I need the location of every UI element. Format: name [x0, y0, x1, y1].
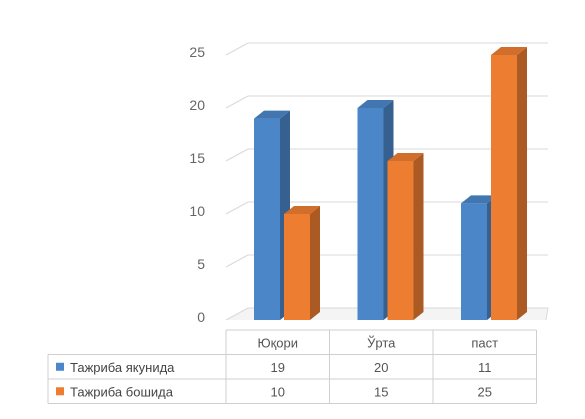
data-label: 11 [478, 360, 492, 375]
bar [387, 153, 424, 320]
y-tick-label: 25 [189, 44, 205, 60]
bar-top [461, 195, 497, 204]
bar-front [357, 108, 384, 320]
bar-front [254, 118, 280, 320]
y-tick-label: 10 [189, 203, 205, 219]
category-label: Юқори [257, 335, 298, 350]
bar-top [357, 100, 394, 108]
gridline-slant [225, 201, 249, 215]
legend-entry: Тажриба якунида [70, 360, 175, 375]
bars [254, 47, 527, 320]
gridline-slant [225, 148, 249, 162]
y-axis-ticks: 0 5 10 15 20 25 [189, 44, 205, 325]
data-label: 15 [374, 384, 388, 399]
data-label: 19 [271, 360, 285, 375]
gridline-slant [225, 42, 249, 56]
gridline-slant [225, 254, 249, 268]
legend-swatch [56, 362, 64, 371]
bar-front [461, 203, 487, 320]
gridline-slant [225, 95, 249, 109]
bar-front [284, 214, 310, 320]
bar-top [254, 110, 290, 119]
bar [357, 100, 394, 320]
bar-side [310, 206, 320, 320]
bar-front [387, 161, 414, 320]
legend-swatch [56, 387, 64, 396]
bar-top [491, 47, 527, 55]
y-tick-label: 20 [189, 97, 205, 113]
data-label: 25 [478, 384, 492, 399]
category-label: паст [471, 335, 498, 350]
y-tick-label: 5 [197, 256, 205, 272]
bar [254, 110, 290, 320]
data-table: Юқори Ўрта паст Тажриба якунида 19 20 11 Тажриб… [47, 329, 537, 404]
y-tick-label: 0 [197, 309, 205, 325]
bar-top [387, 153, 424, 161]
data-label: 20 [374, 360, 388, 375]
bar-front [491, 55, 517, 320]
data-label: 10 [271, 384, 285, 399]
bar-side [517, 47, 527, 320]
category-label: Ўрта [367, 335, 396, 350]
legend-entry: Тажриба бошида [70, 384, 174, 399]
bar [491, 47, 527, 320]
bar-side [413, 153, 424, 320]
y-tick-label: 15 [189, 150, 205, 166]
bar-top [284, 206, 320, 214]
bar [284, 206, 320, 320]
